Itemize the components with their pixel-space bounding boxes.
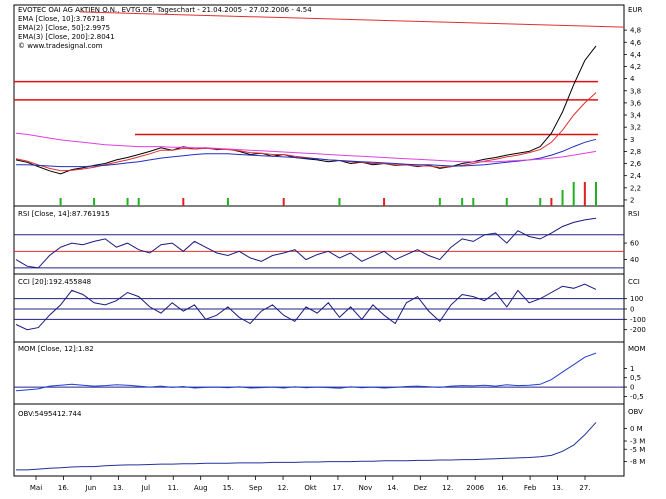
watermark: © www.tradesignal.com: [18, 42, 103, 50]
x-tick-label: 17.: [332, 484, 343, 492]
obv-label: OBV:5495412.744: [18, 410, 82, 418]
x-tick-label: Jun: [84, 484, 96, 492]
volume-bar: [461, 198, 464, 206]
volume-bar: [282, 198, 285, 206]
x-tick-label: 15.: [223, 484, 234, 492]
volume-bar: [539, 198, 542, 206]
volume-bar: [572, 182, 575, 206]
obv-ytick-label: 0 M: [630, 425, 643, 433]
cci-ytick-label: 100: [630, 295, 643, 303]
volume-bar: [226, 198, 229, 206]
price-ytick-label: 4: [630, 75, 635, 83]
mom-label: MOM [Close, 12]:1.82: [18, 345, 94, 353]
price-ytick-label: 4,6: [630, 39, 642, 47]
trendline: [79, 11, 625, 28]
obv-ytick-label: -3 M: [630, 438, 645, 446]
cci-ytick-label: 0: [630, 306, 634, 314]
mom-ytick-label: 0,5: [630, 374, 641, 382]
price-ytick-label: 2,2: [630, 184, 641, 192]
x-tick-label: Sep: [249, 484, 263, 492]
cci-label: CCI [20]:192.455848: [18, 278, 91, 286]
mom-series-line: [15, 352, 597, 392]
x-tick-label: 2006: [466, 484, 484, 492]
volume-bar: [583, 182, 586, 206]
price-ytick-label: 4,4: [630, 51, 642, 59]
price-ytick-label: 3,4: [630, 112, 642, 120]
price-ytick-label: 2: [630, 196, 634, 204]
price-series-line: [15, 45, 597, 175]
obv-ytick-label: -5 M: [630, 446, 645, 454]
volume-bar: [595, 182, 597, 206]
volume-bar: [338, 198, 341, 206]
mom-ytick-label: 0: [630, 384, 634, 392]
obv-name: OBV: [628, 408, 643, 416]
rsi-name: RSI: [628, 210, 639, 218]
volume-bar: [59, 198, 62, 206]
price-series-line: [16, 138, 597, 168]
cci-series-line: [15, 283, 597, 331]
volume-bar: [383, 198, 386, 206]
price-series-line: [15, 92, 597, 172]
rsi-ytick-label: 40: [630, 256, 639, 264]
rsi-label: RSI [Close, 14]:87.761915: [18, 210, 110, 218]
volume-bar: [561, 190, 564, 206]
x-tick-label: Dez: [414, 484, 428, 492]
price-ytick-label: 3,6: [630, 99, 642, 107]
x-tick-label: Nov: [359, 484, 373, 492]
cci-ytick-label: -100: [630, 316, 646, 324]
obv-series-line: [16, 422, 597, 471]
obv-panel-frame: [13, 403, 625, 477]
volume-bar: [438, 198, 441, 206]
x-tick-label: Jul: [141, 484, 151, 492]
chart-title: EVOTEC OAI AG AKTIEN O.N., EVTG.DE, Tage…: [18, 6, 312, 14]
volume-bar: [126, 198, 129, 206]
price-ytick-label: 4,2: [630, 63, 641, 71]
mom-name: MOM: [628, 345, 646, 353]
mom-ytick-label: -0,5: [630, 393, 644, 401]
cci-panel-frame: [13, 273, 625, 343]
x-tick-label: Aug: [194, 484, 208, 492]
x-tick-label: 14.: [387, 484, 398, 492]
price-panel-frame: [13, 4, 625, 211]
volume-bar: [550, 198, 553, 206]
x-tick-label: 13.: [552, 484, 563, 492]
x-tick-label: Feb: [524, 484, 537, 492]
x-tick-label: 12.: [442, 484, 453, 492]
price-ytick-label: 2,4: [630, 172, 642, 180]
volume-bar: [137, 198, 140, 206]
price-ytick-label: 3,8: [630, 87, 641, 95]
x-tick-label: 27.: [579, 484, 590, 492]
x-tick-label: Mai: [30, 484, 42, 492]
volume-bar: [472, 198, 475, 206]
legend-ema-50: EMA(2) [Close, 50]:2.9975: [18, 24, 110, 32]
x-tick-label: 16.: [497, 484, 508, 492]
price-ytick-label: 2,8: [630, 148, 641, 156]
cci-name: CCI: [628, 278, 640, 286]
price-ytick-label: 4,8: [630, 27, 641, 35]
volume-bar: [182, 198, 185, 206]
x-tick-label: 12.: [277, 484, 288, 492]
x-tick-label: 11.: [168, 484, 179, 492]
price-ytick-label: 3: [630, 136, 634, 144]
price-ytick-label: 2,6: [630, 160, 642, 168]
mom-panel-frame: [13, 341, 625, 405]
legend-ema-200: EMA(3) [Close, 200]:2.8041: [18, 33, 115, 41]
x-tick-label: 16.: [58, 484, 69, 492]
x-tick-label: 13.: [113, 484, 124, 492]
price-series-line: [15, 132, 597, 163]
obv-ytick-label: -8 M: [630, 458, 645, 466]
volume-bar: [93, 198, 96, 206]
x-tick-label: Okt: [304, 484, 317, 492]
legend-ema-10: EMA [Close, 10]:3.76718: [18, 15, 105, 23]
mom-ytick-label: 1: [630, 365, 634, 373]
volume-bar: [505, 198, 508, 206]
rsi-panel-frame: [13, 205, 625, 275]
price-ytick-label: 3,2: [630, 124, 641, 132]
currency-label: EUR: [628, 6, 643, 14]
rsi-ytick-label: 60: [630, 240, 639, 248]
rsi-series-line: [15, 217, 597, 269]
cci-ytick-label: -200: [630, 326, 646, 334]
